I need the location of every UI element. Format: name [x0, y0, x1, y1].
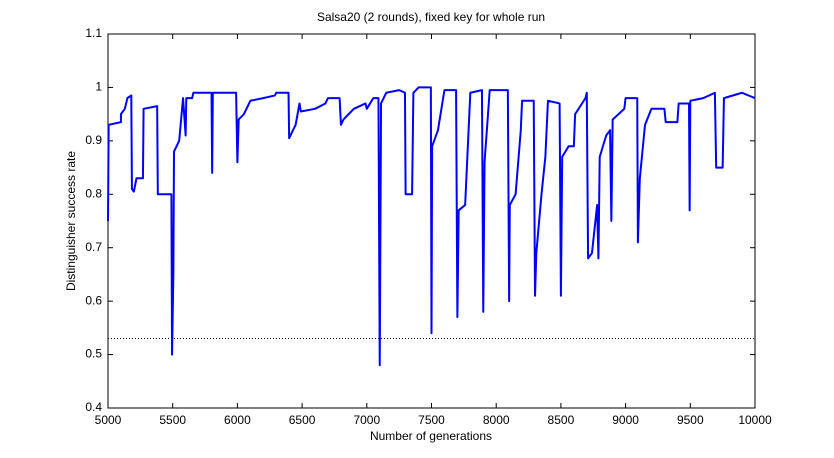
y-tick-label: 0.6: [85, 293, 102, 307]
y-tick-label: 0.7: [85, 240, 102, 254]
y-tick-label: 0.8: [85, 186, 102, 200]
x-tick-label: 7000: [353, 413, 380, 427]
y-tick-label: 0.5: [85, 347, 102, 361]
data-line: [107, 86, 756, 367]
x-tick-label: 5000: [95, 413, 122, 427]
y-axis-label: Distinguisher success rate: [64, 151, 78, 291]
x-tick-label: 5500: [159, 413, 186, 427]
y-tick-label: 0.4: [85, 400, 102, 414]
chart-title: Salsa20 (2 rounds), fixed key for whole …: [317, 10, 545, 24]
x-tick-label: 6000: [224, 413, 251, 427]
x-tick-label: 8500: [548, 413, 575, 427]
x-tick-label: 8000: [483, 413, 510, 427]
x-tick-label: 9500: [677, 413, 704, 427]
y-tick-label: 1.1: [85, 26, 102, 40]
y-tick-label: 1: [95, 80, 102, 94]
x-tick-label: 6500: [289, 413, 316, 427]
x-tick-label: 10000: [738, 413, 772, 427]
x-tick-label: 7500: [418, 413, 445, 427]
x-tick-label: 9000: [612, 413, 639, 427]
y-tick-label: 0.9: [85, 133, 102, 147]
x-axis-label: Number of generations: [370, 429, 492, 443]
